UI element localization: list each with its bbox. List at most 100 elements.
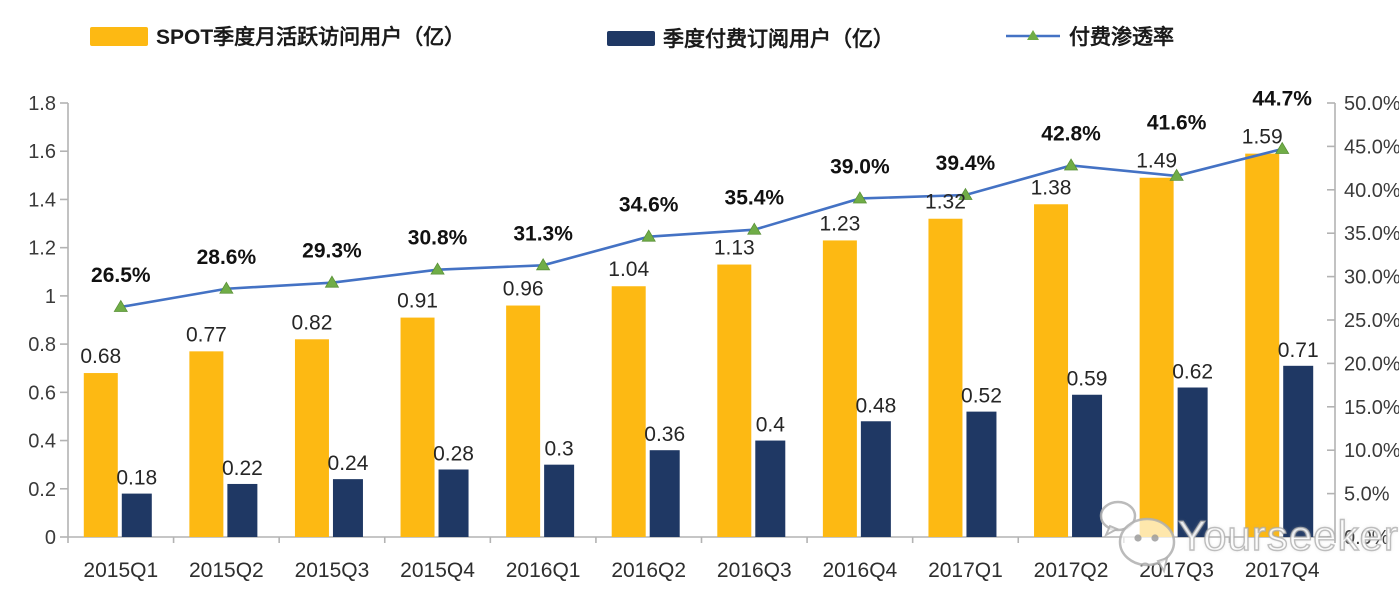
- penetration-marker: [219, 281, 234, 294]
- subs-value-label: 0.59: [1067, 368, 1108, 391]
- mau-value-label: 1.38: [1031, 176, 1072, 199]
- mau-bar: [83, 373, 118, 537]
- penetration-marker: [324, 275, 340, 288]
- subs-value-label: 0.36: [644, 423, 685, 446]
- x-axis-label: 2017Q2: [1034, 559, 1109, 582]
- penetration-value-label: 28.6%: [197, 246, 257, 269]
- right-axis-tick-label: 30.0%: [1344, 267, 1399, 289]
- penetration-legend-swatch: [1006, 30, 1060, 40]
- x-axis-label: 2015Q3: [295, 559, 370, 582]
- subs-value-label: 0.48: [855, 394, 896, 417]
- x-axis-label: 2016Q1: [506, 559, 581, 582]
- subs-value-label: 0.71: [1278, 339, 1319, 362]
- left-axis-tick-label: 1.6: [28, 141, 56, 163]
- mau-value-label: 0.68: [80, 345, 121, 368]
- right-axis-tick-label: 20.0%: [1344, 353, 1399, 375]
- legend-item-penetration: 付费渗透率: [1005, 21, 1174, 51]
- mau-legend-swatch: [90, 26, 148, 46]
- right-axis-tick-label: 15.0%: [1344, 397, 1399, 419]
- left-axis-tick-label: 1: [45, 286, 56, 308]
- x-axis-label: 2017Q4: [1245, 559, 1320, 582]
- penetration-value-label: 26.5%: [91, 264, 151, 287]
- mau-value-label: 0.91: [397, 290, 438, 313]
- subs-bar: [966, 411, 997, 537]
- legend-item-mau: SPOT季度月活跃访问用户（亿）: [90, 21, 465, 51]
- penetration-marker: [852, 191, 868, 204]
- legend-label-subs: 季度付费订阅用户（亿）: [663, 28, 894, 51]
- subs-value-label: 0.28: [433, 442, 474, 465]
- mau-bar: [611, 286, 646, 537]
- x-axis-label: 2017Q1: [928, 559, 1003, 582]
- x-axis-label: 2015Q2: [189, 559, 264, 582]
- mau-value-label: 0.82: [292, 311, 333, 334]
- subs-value-label: 0.4: [756, 414, 786, 437]
- penetration-marker: [1275, 141, 1290, 154]
- subs-value-label: 0.62: [1172, 361, 1213, 384]
- left-axis-tick-label: 0: [45, 527, 56, 549]
- mau-value-label: 0.77: [186, 323, 227, 346]
- x-axis-label: 2016Q3: [717, 559, 792, 582]
- penetration-marker: [641, 229, 656, 242]
- subs-bar: [332, 479, 363, 537]
- penetration-value-label: 41.6%: [1147, 112, 1207, 135]
- mau-bar: [294, 339, 329, 537]
- penetration-marker: [958, 187, 973, 200]
- penetration-line: [120, 147, 1283, 309]
- right-axis-tick-label: 5.0%: [1344, 484, 1390, 506]
- mau-value-label: 1.04: [608, 258, 649, 281]
- subs-bar: [544, 464, 575, 537]
- right-axis-tick-label: 50.0%: [1344, 93, 1399, 115]
- subs-legend-swatch: [607, 30, 655, 46]
- right-axis-tick-label: 0.0%: [1344, 527, 1390, 549]
- subs-bar: [1283, 365, 1314, 537]
- penetration-value-label: 39.0%: [830, 155, 890, 178]
- x-axis-label: 2016Q4: [823, 559, 898, 582]
- right-axis-tick-label: 35.0%: [1344, 223, 1399, 245]
- penetration-value-label: 35.4%: [725, 187, 785, 210]
- right-axis-tick-label: 25.0%: [1344, 310, 1399, 332]
- subs-bar: [121, 493, 152, 537]
- penetration-marker: [747, 222, 762, 235]
- mau-bar: [717, 264, 752, 537]
- left-axis-tick-label: 1.4: [28, 189, 56, 211]
- penetration-marker: [430, 262, 445, 275]
- left-axis-tick-label: 0.8: [28, 334, 56, 356]
- mau-value-label: 0.96: [503, 278, 544, 301]
- mau-bar: [400, 317, 435, 537]
- mau-bar: [506, 305, 541, 537]
- mau-bar: [1034, 204, 1069, 537]
- penetration-value-label: 42.8%: [1041, 122, 1101, 145]
- subs-value-label: 0.18: [116, 467, 157, 490]
- mau-value-label: 1.32: [925, 191, 966, 214]
- left-axis-tick-label: 0.6: [28, 382, 56, 404]
- subs-bar: [227, 483, 258, 537]
- penetration-value-label: 30.8%: [408, 227, 468, 250]
- mau-value-label: 1.59: [1242, 126, 1283, 149]
- subs-bar: [1072, 394, 1103, 537]
- left-axis-tick-label: 1.8: [28, 93, 56, 115]
- mau-bar: [822, 240, 857, 537]
- penetration-marker: [113, 299, 128, 312]
- subs-bar: [860, 421, 891, 537]
- penetration-marker: [1169, 168, 1184, 181]
- left-axis-tick-label: 0.4: [28, 431, 56, 453]
- subs-value-label: 0.22: [222, 457, 263, 480]
- mau-value-label: 1.13: [714, 237, 755, 260]
- mau-bar: [1245, 153, 1280, 537]
- penetration-value-label: 44.7%: [1252, 88, 1312, 111]
- subs-bar: [1177, 387, 1208, 537]
- right-axis-tick-label: 10.0%: [1344, 440, 1399, 462]
- legend-label-mau: SPOT季度月活跃访问用户（亿）: [156, 26, 466, 49]
- mau-value-label: 1.49: [1136, 150, 1177, 173]
- x-axis-label: 2015Q4: [400, 559, 475, 582]
- penetration-value-label: 39.4%: [936, 152, 996, 175]
- subs-bar: [649, 450, 680, 537]
- subs-value-label: 0.52: [961, 385, 1002, 408]
- penetration-value-label: 31.3%: [513, 222, 573, 245]
- subs-value-label: 0.3: [545, 438, 574, 461]
- x-axis-label: 2015Q1: [83, 559, 158, 582]
- penetration-marker: [535, 258, 551, 271]
- penetration-value-label: 34.6%: [619, 194, 679, 217]
